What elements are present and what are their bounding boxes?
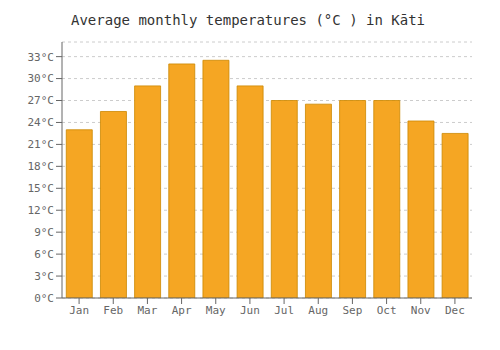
svg-text:May: May xyxy=(206,304,226,317)
svg-text:Feb: Feb xyxy=(103,304,123,317)
svg-text:Mar: Mar xyxy=(137,304,157,317)
svg-text:15°C: 15°C xyxy=(28,182,55,195)
svg-text:12°C: 12°C xyxy=(28,204,55,217)
svg-text:24°C: 24°C xyxy=(28,116,55,129)
svg-text:0°C: 0°C xyxy=(34,292,54,305)
svg-text:33°C: 33°C xyxy=(28,51,55,64)
svg-text:Jun: Jun xyxy=(240,304,260,317)
svg-text:Jul: Jul xyxy=(274,304,294,317)
svg-text:Dec: Dec xyxy=(445,304,465,317)
svg-text:6°C: 6°C xyxy=(34,248,54,261)
svg-text:27°C: 27°C xyxy=(28,94,55,107)
svg-text:3°C: 3°C xyxy=(34,270,54,283)
svg-text:Jan: Jan xyxy=(69,304,89,317)
svg-text:Aug: Aug xyxy=(308,304,328,317)
svg-text:18°C: 18°C xyxy=(28,160,55,173)
html-text:Average monthly temperatures (: Average monthly temperatures (°C ) in Kā… xyxy=(71,12,425,28)
svg-text:30°C: 30°C xyxy=(28,72,55,85)
svg-text:Sep: Sep xyxy=(342,304,362,317)
svg-text:Apr: Apr xyxy=(172,304,192,317)
svg-text:Oct: Oct xyxy=(377,304,397,317)
svg-text:Nov: Nov xyxy=(411,304,431,317)
svg-text:9°C: 9°C xyxy=(34,226,54,239)
svg-text:21°C: 21°C xyxy=(28,138,55,151)
